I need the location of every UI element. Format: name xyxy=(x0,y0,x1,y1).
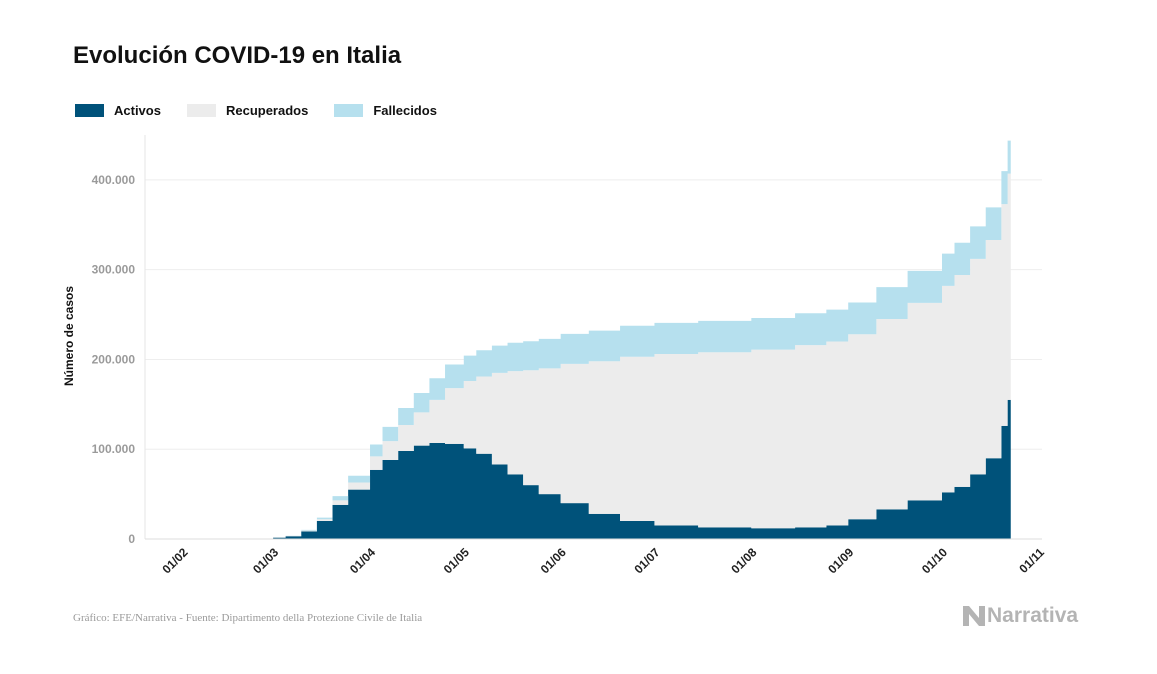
legend-label-recuperados: Recuperados xyxy=(225,103,309,118)
x-tick-label: 01/08 xyxy=(728,545,759,576)
legend-label-activos: Activos xyxy=(114,103,161,118)
y-tick-label: 400.000 xyxy=(92,173,136,187)
x-tick-label: 01/02 xyxy=(159,545,190,576)
y-tick-labels: 0 100.000 200.000 300.000 400.000 xyxy=(92,173,136,546)
legend-item-fallecidos[interactable]: Fallecidos xyxy=(334,103,437,118)
x-tick-labels: 01/02 01/03 01/04 01/05 01/06 01/07 01/08 01/09… xyxy=(159,545,1047,576)
x-tick-label: 01/03 xyxy=(250,545,281,576)
x-tick-label: 01/11 xyxy=(1016,545,1047,576)
y-tick-label: 200.000 xyxy=(92,352,136,366)
stacked-areas xyxy=(182,140,1011,539)
legend-item-activos[interactable]: Activos xyxy=(75,103,161,118)
narrativa-logo-icon xyxy=(963,606,985,626)
y-tick-label: 300.000 xyxy=(92,263,136,277)
area-recuperados xyxy=(182,173,1011,539)
legend-swatch-recuperados xyxy=(186,104,216,117)
x-tick-label: 01/05 xyxy=(441,545,472,576)
legend-label-fallecidos: Fallecidos xyxy=(373,103,437,118)
y-tick-label: 0 xyxy=(128,532,135,546)
page-title: Evolución COVID-19 en Italia xyxy=(73,42,402,69)
x-tick-label: 01/07 xyxy=(631,545,662,576)
x-tick-label: 01/09 xyxy=(825,545,856,576)
brand-name: Narrativa xyxy=(987,604,1079,627)
legend-swatch-fallecidos xyxy=(334,104,364,117)
area-fallecidos xyxy=(182,140,1011,539)
source-credit: Gráfico: EFE/Narrativa - Fuente: Diparti… xyxy=(73,612,423,624)
brand-logo[interactable]: Narrativa xyxy=(963,604,1078,628)
chart-legend: Activos Recuperados Fallecidos xyxy=(75,103,463,118)
y-axis-label: Número de casos xyxy=(62,286,76,386)
legend-item-recuperados[interactable]: Recuperados xyxy=(186,103,309,118)
legend-swatch-activos xyxy=(75,104,104,117)
x-tick-label: 01/06 xyxy=(538,545,569,576)
area-activos xyxy=(182,399,1011,539)
x-tick-label: 01/04 xyxy=(347,545,378,576)
x-tick-label: 01/10 xyxy=(919,545,950,576)
y-tick-label: 100.000 xyxy=(92,442,136,456)
